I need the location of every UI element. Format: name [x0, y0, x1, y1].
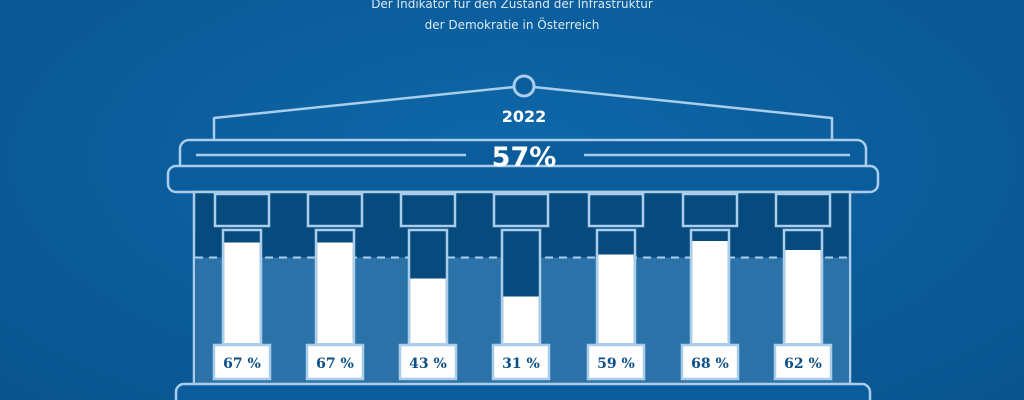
- column-bar: [692, 241, 728, 343]
- column-bar: [410, 278, 446, 343]
- column-value-label: 67 %: [223, 356, 261, 372]
- column-bar: [598, 254, 634, 343]
- column-label-box: [586, 343, 646, 381]
- column-bar: [224, 242, 260, 343]
- column-label-box: [680, 343, 740, 381]
- overall-value: 57%: [492, 142, 557, 173]
- column-value-label: 31 %: [502, 356, 540, 372]
- column-capital: [213, 192, 271, 228]
- column-bar: [317, 242, 353, 343]
- subtitle-line-2: der Demokratie in Österreich: [424, 18, 600, 32]
- column-value-label: 59 %: [597, 356, 635, 372]
- subtitle-line-1: Der Indikator für den Zustand der Infras…: [371, 0, 653, 11]
- column-bar: [503, 296, 539, 343]
- column-capital: [492, 192, 550, 228]
- column-capital: [587, 192, 645, 228]
- roof-knob: [512, 74, 536, 98]
- column-value-label: 68 %: [691, 356, 729, 372]
- column-label-box: [212, 343, 272, 381]
- column-value-label: 67 %: [316, 356, 354, 372]
- column-capital: [399, 192, 457, 228]
- column-label-box: [305, 343, 365, 381]
- column-label-box: [491, 343, 551, 381]
- column-bar: [785, 250, 821, 343]
- column-value-label: 62 %: [784, 356, 822, 372]
- temple-base: [174, 382, 872, 400]
- column-capital: [774, 192, 832, 228]
- column-capital: [306, 192, 364, 228]
- column-capital: [681, 192, 739, 228]
- year-label: 2022: [502, 107, 547, 126]
- column-label-box: [773, 343, 833, 381]
- column-value-label: 43 %: [409, 356, 447, 372]
- columns-group: 67 % 67 % 43 % 31 % 59 % 68 % 62 %: [212, 192, 833, 381]
- column-label-box: [398, 343, 458, 381]
